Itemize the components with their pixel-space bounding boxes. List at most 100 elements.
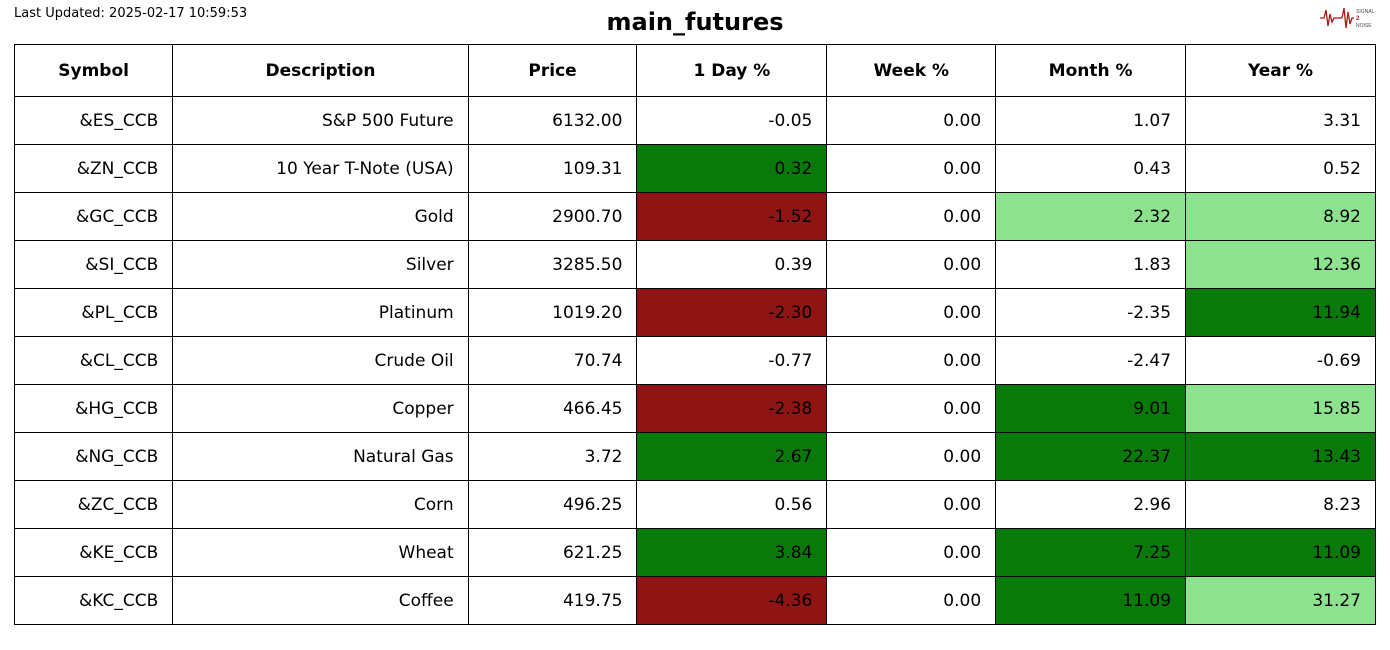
table-cell: &PL_CCB <box>15 289 173 337</box>
table-cell: -2.47 <box>996 337 1186 385</box>
table-cell: 621.25 <box>468 529 637 577</box>
table-cell: 11.94 <box>1186 289 1376 337</box>
table-header-cell: Month % <box>996 45 1186 97</box>
table-cell: &KC_CCB <box>15 577 173 625</box>
table-cell: &ES_CCB <box>15 97 173 145</box>
table-cell: 70.74 <box>468 337 637 385</box>
table-header-cell: Description <box>173 45 468 97</box>
logo-text-noise: NOISE <box>1356 23 1372 29</box>
table-row: &HG_CCBCopper466.45-2.380.009.0115.85 <box>15 385 1376 433</box>
table-cell: 3.31 <box>1186 97 1376 145</box>
table-cell: &KE_CCB <box>15 529 173 577</box>
table-cell: 8.92 <box>1186 193 1376 241</box>
table-cell: -0.05 <box>637 97 827 145</box>
table-header-cell: Price <box>468 45 637 97</box>
table-cell: 9.01 <box>996 385 1186 433</box>
table-cell: 1.83 <box>996 241 1186 289</box>
table-cell: &SI_CCB <box>15 241 173 289</box>
table-cell: 12.36 <box>1186 241 1376 289</box>
table-cell: 1019.20 <box>468 289 637 337</box>
table-row: &ES_CCBS&P 500 Future6132.00-0.050.001.0… <box>15 97 1376 145</box>
table-cell: 419.75 <box>468 577 637 625</box>
table-row: &SI_CCBSilver3285.500.390.001.8312.36 <box>15 241 1376 289</box>
table-cell: Gold <box>173 193 468 241</box>
table-cell: 22.37 <box>996 433 1186 481</box>
table-body: &ES_CCBS&P 500 Future6132.00-0.050.001.0… <box>15 97 1376 625</box>
table-cell: 0.00 <box>827 385 996 433</box>
table-cell: Corn <box>173 481 468 529</box>
table-cell: 0.43 <box>996 145 1186 193</box>
table-row: &GC_CCBGold2900.70-1.520.002.328.92 <box>15 193 1376 241</box>
table-cell: 8.23 <box>1186 481 1376 529</box>
table-cell: Crude Oil <box>173 337 468 385</box>
table-cell: &ZC_CCB <box>15 481 173 529</box>
table-cell: 13.43 <box>1186 433 1376 481</box>
table-cell: 0.00 <box>827 97 996 145</box>
futures-table: SymbolDescriptionPrice1 Day %Week %Month… <box>14 44 1376 625</box>
table-cell: 0.00 <box>827 289 996 337</box>
table-header-cell: Week % <box>827 45 996 97</box>
table-row: &ZC_CCBCorn496.250.560.002.968.23 <box>15 481 1376 529</box>
table-cell: 109.31 <box>468 145 637 193</box>
table-row: &PL_CCBPlatinum1019.20-2.300.00-2.3511.9… <box>15 289 1376 337</box>
table-cell: 496.25 <box>468 481 637 529</box>
table-cell: 2.32 <box>996 193 1186 241</box>
table-row: &KE_CCBWheat621.253.840.007.2511.09 <box>15 529 1376 577</box>
table-cell: S&P 500 Future <box>173 97 468 145</box>
table-header-row: SymbolDescriptionPrice1 Day %Week %Month… <box>15 45 1376 97</box>
table-cell: Natural Gas <box>173 433 468 481</box>
table-cell: &HG_CCB <box>15 385 173 433</box>
table-cell: -4.36 <box>637 577 827 625</box>
table-row: &NG_CCBNatural Gas3.722.670.0022.3713.43 <box>15 433 1376 481</box>
table-row: &KC_CCBCoffee419.75-4.360.0011.0931.27 <box>15 577 1376 625</box>
table-cell: 0.32 <box>637 145 827 193</box>
table-cell: 3.72 <box>468 433 637 481</box>
table-cell: 466.45 <box>468 385 637 433</box>
logo-text-2: 2 <box>1356 16 1360 22</box>
table-cell: 11.09 <box>1186 529 1376 577</box>
table-header-cell: 1 Day % <box>637 45 827 97</box>
table-cell: -0.69 <box>1186 337 1376 385</box>
table-cell: -2.35 <box>996 289 1186 337</box>
table-cell: 0.00 <box>827 481 996 529</box>
table-cell: 0.00 <box>827 433 996 481</box>
table-row: &CL_CCBCrude Oil70.74-0.770.00-2.47-0.69 <box>15 337 1376 385</box>
table-cell: 0.52 <box>1186 145 1376 193</box>
table-cell: 11.09 <box>996 577 1186 625</box>
logo-text-signal: SIGNAL <box>1356 9 1375 15</box>
table-cell: 0.00 <box>827 145 996 193</box>
table-cell: Silver <box>173 241 468 289</box>
table-header-cell: Year % <box>1186 45 1376 97</box>
table-cell: -1.52 <box>637 193 827 241</box>
table-cell: 1.07 <box>996 97 1186 145</box>
table-cell: &CL_CCB <box>15 337 173 385</box>
table-cell: 10 Year T-Note (USA) <box>173 145 468 193</box>
table-cell: 0.00 <box>827 577 996 625</box>
table-cell: Wheat <box>173 529 468 577</box>
table-cell: &NG_CCB <box>15 433 173 481</box>
table-cell: Platinum <box>173 289 468 337</box>
table-cell: 2900.70 <box>468 193 637 241</box>
table-cell: 3.84 <box>637 529 827 577</box>
signal2noise-logo-icon: SIGNAL 2 NOISE <box>1320 4 1376 36</box>
table-cell: 0.39 <box>637 241 827 289</box>
last-updated-label: Last Updated: 2025-02-17 10:59:53 <box>14 6 247 21</box>
table-cell: 31.27 <box>1186 577 1376 625</box>
table-cell: Copper <box>173 385 468 433</box>
table-cell: 15.85 <box>1186 385 1376 433</box>
table-cell: -2.38 <box>637 385 827 433</box>
table-header-cell: Symbol <box>15 45 173 97</box>
table-cell: 7.25 <box>996 529 1186 577</box>
page-root: Last Updated: 2025-02-17 10:59:53 SIGNAL… <box>0 0 1390 625</box>
table-cell: 3285.50 <box>468 241 637 289</box>
table-cell: &ZN_CCB <box>15 145 173 193</box>
table-cell: &GC_CCB <box>15 193 173 241</box>
table-cell: 0.00 <box>827 529 996 577</box>
table-cell: 0.00 <box>827 241 996 289</box>
table-cell: 6132.00 <box>468 97 637 145</box>
table-cell: -2.30 <box>637 289 827 337</box>
table-row: &ZN_CCB10 Year T-Note (USA)109.310.320.0… <box>15 145 1376 193</box>
table-cell: -0.77 <box>637 337 827 385</box>
table-cell: 0.00 <box>827 193 996 241</box>
table-cell: 0.00 <box>827 337 996 385</box>
